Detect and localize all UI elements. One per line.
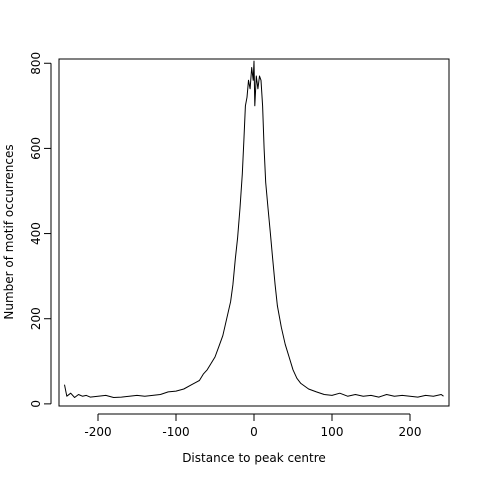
x-axis: -200 -100 0 100 200 [84, 413, 422, 439]
y-axis-label: Number of motif occurrences [2, 144, 16, 319]
plot-frame [58, 58, 450, 407]
x-tick-label: 0 [250, 425, 258, 439]
x-tick-label: -100 [162, 425, 189, 439]
series-line [64, 60, 444, 398]
x-tick-label: 100 [321, 425, 344, 439]
y-axis: 0 200 400 600 800 [29, 52, 52, 408]
y-tick-label: 0 [29, 400, 43, 408]
x-axis-label: Distance to peak centre [182, 451, 326, 465]
y-tick-label: 400 [29, 222, 43, 245]
x-tick-label: -200 [84, 425, 111, 439]
y-tick-label: 800 [29, 52, 43, 75]
y-tick-label: 200 [29, 307, 43, 330]
x-tick-label: 200 [399, 425, 422, 439]
y-tick-label: 600 [29, 137, 43, 160]
